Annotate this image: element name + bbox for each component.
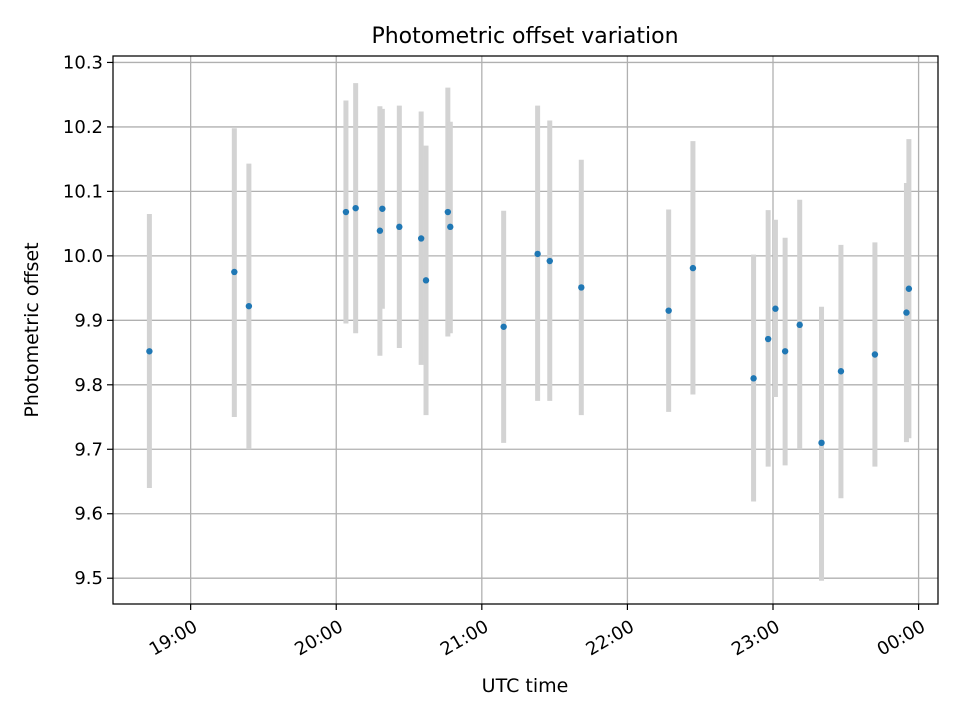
data-point bbox=[903, 309, 910, 316]
data-point bbox=[396, 223, 403, 231]
data-point bbox=[546, 257, 553, 265]
y-tick-label: 10.2 bbox=[63, 117, 103, 138]
data-point bbox=[750, 375, 757, 382]
data-point bbox=[376, 227, 384, 234]
y-tick-label: 9.9 bbox=[74, 310, 103, 331]
y-tick-label: 9.8 bbox=[74, 375, 103, 396]
data-point bbox=[578, 284, 585, 291]
y-tick-label: 9.6 bbox=[74, 504, 103, 525]
data-point bbox=[422, 277, 430, 284]
chart-title: Photometric offset variation bbox=[371, 24, 678, 49]
data-point bbox=[781, 348, 789, 355]
data-point bbox=[444, 208, 452, 216]
data-point bbox=[905, 285, 913, 292]
data-point bbox=[245, 302, 253, 310]
data-point bbox=[417, 235, 425, 242]
data-point bbox=[534, 250, 541, 258]
data-point bbox=[447, 223, 454, 231]
data-point bbox=[379, 205, 386, 212]
y-axis-label: Photometric offset bbox=[21, 242, 43, 417]
point-layer bbox=[146, 204, 913, 447]
data-point bbox=[796, 321, 803, 329]
y-tick-label: 10.3 bbox=[63, 52, 103, 73]
data-point bbox=[871, 351, 879, 358]
y-tick-label: 9.7 bbox=[74, 439, 103, 460]
data-point bbox=[665, 307, 672, 314]
data-point bbox=[231, 268, 238, 276]
y-axis-ticks: 9.5 9.6 9.7 9.8 9.9 10.0 10.1 10.2 10.3 bbox=[63, 52, 113, 589]
plot-frame bbox=[112, 55, 939, 605]
data-point bbox=[500, 323, 507, 330]
data-point bbox=[352, 204, 359, 212]
x-axis-label: UTC time bbox=[482, 675, 569, 697]
data-point bbox=[689, 264, 697, 272]
data-point bbox=[342, 208, 350, 216]
data-point bbox=[837, 368, 845, 375]
y-tick-label: 9.5 bbox=[74, 568, 103, 589]
data-point bbox=[764, 335, 772, 343]
data-point bbox=[146, 348, 153, 355]
data-point bbox=[772, 305, 779, 312]
y-tick-label: 10.1 bbox=[63, 181, 103, 202]
data-point bbox=[818, 439, 825, 447]
y-tick-label: 10.0 bbox=[63, 246, 103, 267]
